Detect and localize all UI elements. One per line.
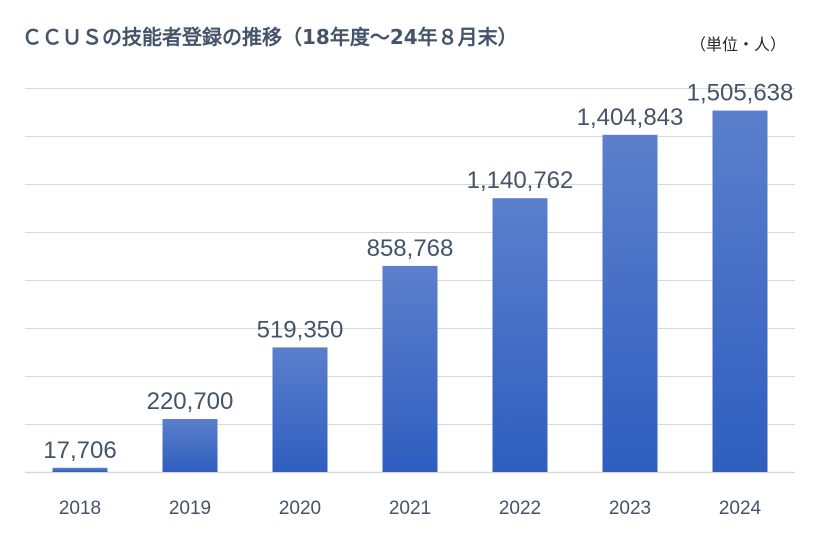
x-tick-label-2019: 2019	[169, 498, 211, 519]
bar-2019	[162, 419, 218, 472]
data-label-2023: 1,404,843	[577, 104, 684, 131]
bar-2020	[272, 347, 328, 472]
data-label-2022: 1,140,762	[467, 167, 574, 194]
bar-2024	[712, 110, 768, 472]
x-tick-label-2022: 2022	[499, 498, 541, 519]
x-tick-label-2021: 2021	[389, 498, 431, 519]
data-label-2021: 858,768	[367, 235, 454, 262]
data-label-2018: 17,706	[43, 437, 116, 464]
x-tick-label-2024: 2024	[719, 498, 762, 519]
gridlines	[25, 88, 795, 474]
unit-label: （単位・人）	[690, 35, 786, 54]
bar-2023	[602, 134, 658, 473]
bar-2018	[52, 467, 108, 472]
data-label-2019: 220,700	[147, 388, 234, 415]
bar-2021	[382, 265, 438, 472]
data-label-2020: 519,350	[257, 316, 344, 343]
x-tick-label-2023: 2023	[609, 498, 651, 519]
chart-title: ＣＣＵＳの技能者登録の推移（18年度～24年８月末）	[22, 25, 518, 49]
data-labels: 17,706 220,700 519,350 858,768 1,140,762 1,40…	[43, 80, 793, 464]
x-tick-labels: 2018 2019 2020 2021 2022 2023 2024	[59, 498, 762, 519]
bar-2022	[492, 198, 548, 472]
x-tick-label-2018: 2018	[59, 498, 101, 519]
x-tick-label-2020: 2020	[279, 498, 321, 519]
bars	[52, 110, 768, 473]
data-label-2024: 1,505,638	[687, 80, 794, 107]
